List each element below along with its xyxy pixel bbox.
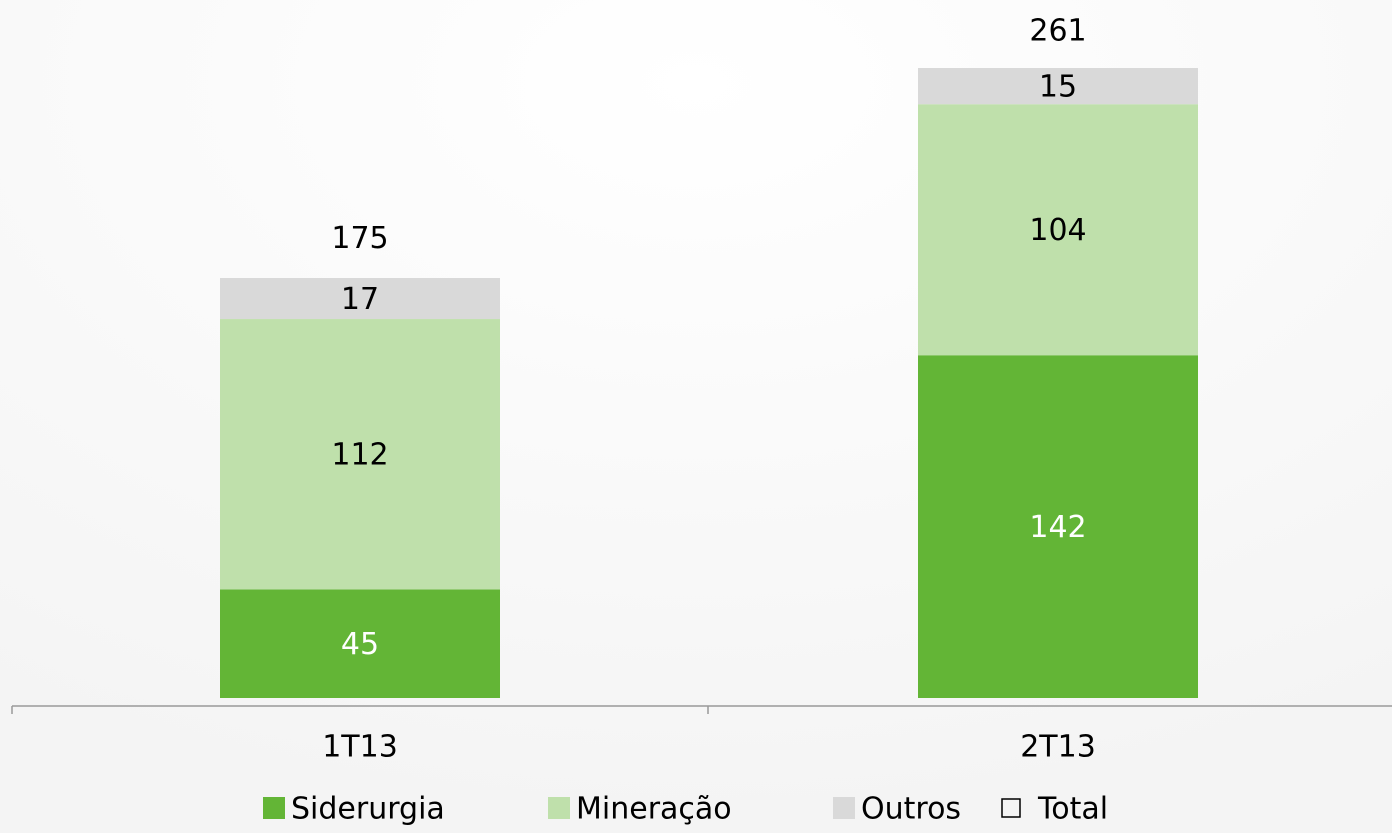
bar-segment	[220, 278, 500, 320]
legend-label: Siderurgia	[291, 792, 445, 827]
bar-segment	[220, 319, 500, 590]
data-label: 45	[341, 627, 379, 662]
legend-label: Mineração	[576, 792, 732, 827]
legend-swatch	[548, 797, 570, 819]
x-tick-label: 1T13	[322, 730, 398, 765]
data-label: 17	[341, 282, 379, 317]
bar-segment	[918, 68, 1198, 105]
bar-segment	[918, 104, 1198, 356]
data-label: 142	[1029, 510, 1086, 545]
legend-label: Outros	[861, 792, 961, 827]
legend-label: Total	[1037, 792, 1108, 827]
legend-swatch	[263, 797, 285, 819]
total-label: 261	[1029, 14, 1086, 49]
data-label: 15	[1039, 70, 1077, 105]
legend-swatch	[1001, 798, 1021, 818]
total-label: 175	[331, 221, 388, 256]
data-label: 112	[331, 438, 388, 473]
bar-segment	[918, 355, 1198, 698]
x-tick-label: 2T13	[1020, 730, 1096, 765]
data-label: 104	[1029, 213, 1086, 248]
bar-segment	[220, 589, 500, 698]
legend-swatch	[833, 797, 855, 819]
